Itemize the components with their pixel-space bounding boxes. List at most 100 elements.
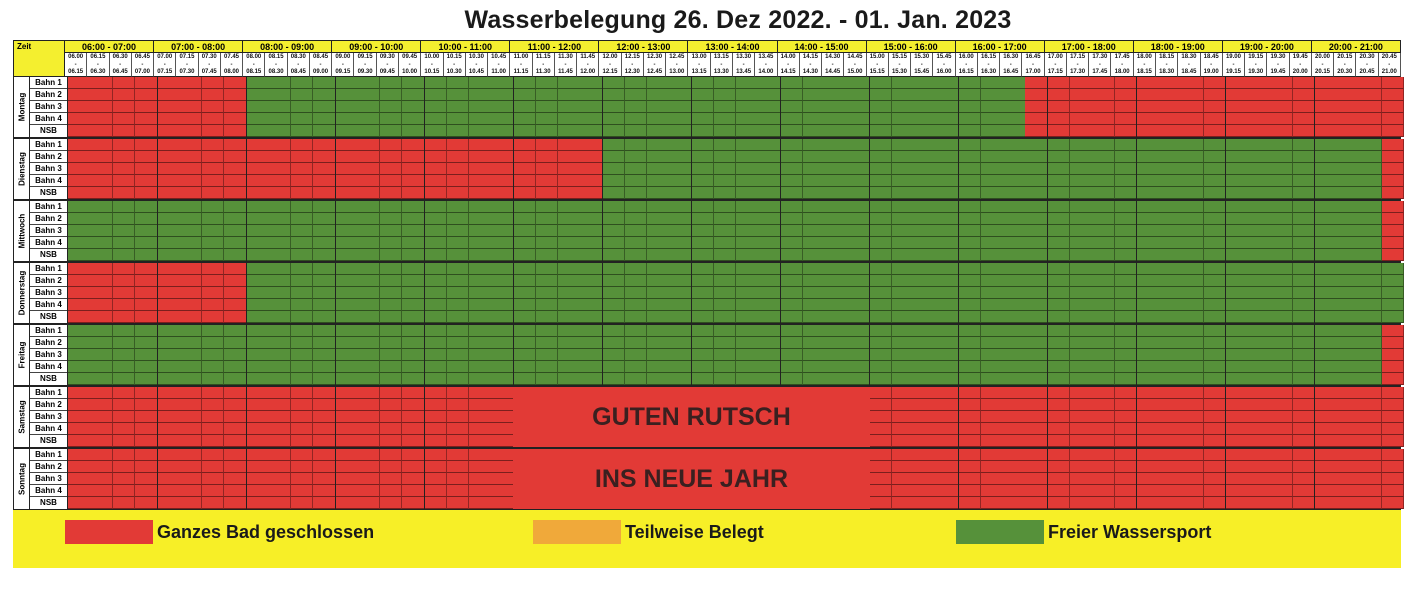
lane-label: NSB [40,498,57,507]
slot-cell-free [1047,163,1071,175]
slot-cell-free [958,337,982,349]
slot-cell-free [891,139,915,151]
slot-cell-free [468,299,492,311]
slot-cell-free [1270,249,1294,261]
day-name: Mittwoch [17,213,26,249]
slot-cell-closed [223,175,247,187]
slot-cell-free [1114,275,1138,287]
slot-cell-closed [1092,485,1116,497]
slot-cell-closed [90,423,114,435]
slot-cell-closed [179,125,203,137]
slot-cell-free [379,225,403,237]
slot-cell-closed [157,497,180,509]
slot-cell-free [90,325,114,337]
hour-divider [1225,449,1227,509]
slot-cell-free [290,237,314,249]
slot-cell-closed [357,175,381,187]
day-label: Dienstag [14,139,30,199]
slot-cell-free [491,337,514,349]
slot-cell-free [1314,201,1338,213]
slot-cell-free [802,337,826,349]
slot-cell-closed [312,151,336,163]
day-name: Montag [17,92,26,122]
slot-cell-free [1270,373,1294,385]
slot-cell-free [134,349,158,361]
slot-cell-closed [1203,411,1227,423]
slot-cell-closed [312,461,336,473]
slot-cell-closed [1114,461,1138,473]
slot-cell-closed [535,139,559,151]
slot-cell-free [157,237,180,249]
slot-cell-free [1092,163,1116,175]
slot-cell-free [491,225,514,237]
slot-cell-free [602,349,626,361]
slot-cell-free [312,361,336,373]
slot-cell-closed [980,423,1004,435]
slot-cell-free [847,325,871,337]
slot-cell-free [357,237,381,249]
slot-cell-closed [1025,485,1049,497]
slot-cell-free [1070,187,1093,199]
slot-cell-free [134,325,158,337]
slot-cell-free [580,349,603,361]
day-label: Mittwoch [14,201,30,261]
slot-cell-free [1070,349,1093,361]
slot-cell-closed [112,139,136,151]
hour-divider [780,325,782,385]
slot-cell-free [1136,201,1160,213]
quarter-header: 17.30-17.45 [1089,53,1112,77]
slot-cell-free [1314,187,1338,199]
slot-cell-closed [1381,373,1405,385]
slot-cell-free [290,101,314,113]
lane-labels: Bahn 1 Bahn 2 Bahn 3 Bahn 4 NSB [30,387,68,447]
slot-cell-free [1159,139,1182,151]
slot-cell-free [1003,263,1026,275]
quarter-header: 20.15-20.30 [1334,53,1357,77]
slot-cell-closed [201,125,225,137]
slot-cell-free [201,349,225,361]
slot-cell-free [891,125,915,137]
slot-cell-closed [869,473,893,485]
slot-cell-free [936,213,960,225]
slot-cell-free [713,287,737,299]
slot-cell-free [312,299,336,311]
page-title: Wasserbelegung 26. Dez 2022. - 01. Jan. … [464,6,1012,34]
slot-cell-closed [1047,485,1071,497]
slot-cell-free [758,225,782,237]
slot-cell-free [335,77,358,89]
slot-cell-free [580,325,603,337]
quarter-header: 13.30-13.45 [732,53,756,77]
slot-cell-free [1337,139,1360,151]
slot-cell-closed [1337,125,1360,137]
slot-cell-closed [1092,449,1116,461]
slot-cell-free [1070,225,1093,237]
slot-cell-free [68,213,91,225]
slot-cell-free [201,225,225,237]
slot-cell-closed [290,187,314,199]
slot-cell-closed [1270,113,1294,125]
slot-cell-free [580,201,603,213]
day-grid [68,325,1405,385]
slot-cell-free [246,361,269,373]
slot-cell-free [268,225,292,237]
slot-cell-free [936,125,960,137]
slot-cell-free [557,213,581,225]
slot-cell-closed [1136,125,1160,137]
slot-cell-closed [1003,423,1026,435]
slot-cell-free [580,249,603,261]
slot-cell-free [669,77,692,89]
slot-cell-closed [357,461,381,473]
slot-cell-closed [112,485,136,497]
slot-cell-free [602,201,626,213]
slot-cell-free [780,163,804,175]
slot-cell-closed [335,175,358,187]
slot-cell-free [580,101,603,113]
slot-cell-closed [1181,125,1205,137]
slot-cell-closed [936,423,960,435]
slot-cell-closed [312,387,336,399]
slot-cell-free [602,89,626,101]
slot-cell-closed [1248,399,1271,411]
slot-cell-free [624,163,648,175]
slot-cell-free [736,325,759,337]
hour-divider [423,139,425,199]
